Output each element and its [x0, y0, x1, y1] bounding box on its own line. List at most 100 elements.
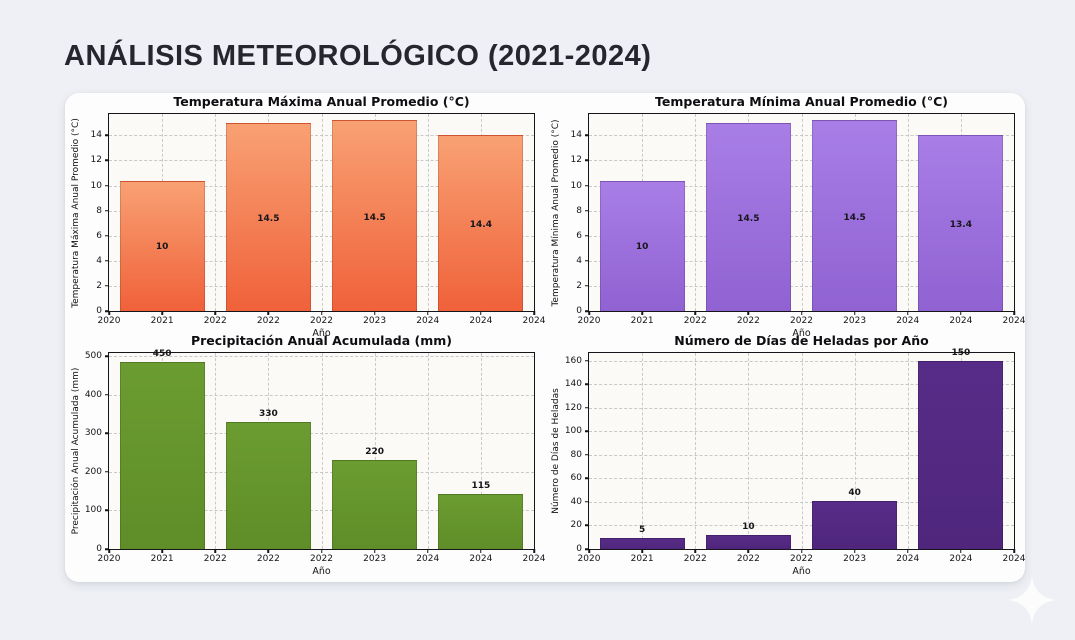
y-tick-label: 400 [84, 389, 102, 400]
y-tick-label: 2 [96, 280, 102, 291]
y-tick-label: 500 [84, 351, 102, 362]
x-tick-label: 2021 [150, 554, 174, 564]
gridline-vertical [215, 353, 217, 549]
y-tick-label: 10 [570, 180, 582, 191]
x-tick-mark [800, 549, 803, 553]
gridline-vertical [321, 353, 323, 549]
y-tick-label: 160 [564, 355, 582, 366]
x-tick-label: 2024 [896, 316, 920, 326]
bar [332, 459, 418, 549]
y-tick-label: 200 [84, 466, 102, 477]
x-tick-label: 2022 [736, 316, 760, 326]
y-tick-label: 120 [564, 402, 582, 413]
x-tick-mark [320, 549, 323, 553]
x-tick-label: 2024 [416, 554, 440, 564]
x-tick-mark [480, 311, 482, 315]
x-tick-label: 2022 [203, 554, 227, 564]
y-tick-label: 100 [84, 505, 102, 516]
y-tick-mark [585, 477, 589, 480]
x-tick-mark [641, 311, 643, 315]
x-tick-mark [960, 549, 962, 553]
x-tick-label: 2022 [310, 316, 333, 326]
y-tick-mark [105, 355, 109, 357]
x-tick-label: 2024 [1002, 316, 1026, 326]
y-tick-mark [585, 159, 589, 162]
x-axis-label: Año [312, 566, 331, 577]
x-tick-mark [588, 549, 590, 553]
x-tick-mark [267, 311, 270, 315]
gridline-vertical [427, 353, 429, 549]
y-tick-label: 0 [576, 306, 582, 316]
y-tick-label: 8 [576, 205, 582, 216]
gridline-vertical [374, 353, 376, 549]
y-tick-mark [105, 234, 109, 237]
bar [918, 135, 1004, 311]
bar [225, 421, 311, 549]
y-tick-label: 12 [90, 155, 102, 166]
x-tick-label: 2024 [1002, 554, 1026, 564]
y-tick-mark [585, 184, 589, 187]
gridline-vertical [480, 353, 482, 549]
y-tick-mark [105, 310, 109, 312]
y-tick-mark [585, 524, 589, 527]
y-tick-mark [585, 209, 589, 212]
y-tick-mark [585, 234, 589, 237]
y-tick-mark [585, 430, 589, 433]
x-tick-mark [480, 549, 482, 553]
y-tick-label: 4 [576, 255, 582, 266]
gridline-vertical [642, 353, 644, 549]
y-tick-label: 80 [570, 449, 582, 460]
y-tick-mark [585, 454, 589, 456]
y-tick-mark [585, 359, 589, 362]
y-tick-mark [585, 406, 589, 409]
x-tick-label: 2023 [363, 554, 387, 564]
y-tick-mark [585, 260, 589, 262]
chart-temperatura-minima: Temperatura Mínima Anual Promedio (°C) T… [551, 94, 1025, 339]
x-tick-label: 2024 [522, 316, 546, 326]
bar-value-label: 115 [471, 480, 491, 491]
chart-temperatura-maxima: Temperatura Máxima Anual Promedio (°C) T… [71, 94, 545, 339]
x-tick-label: 2022 [203, 316, 227, 326]
y-tick-mark [105, 159, 109, 162]
sparkle-icon [1008, 576, 1056, 624]
x-tick-mark [747, 549, 750, 553]
y-tick-label: 300 [84, 428, 102, 439]
y-tick-label: 60 [570, 473, 582, 484]
y-tick-label: 40 [570, 496, 582, 507]
gridline-vertical [801, 114, 803, 311]
chart-title: Precipitación Anual Acumulada (mm) [190, 333, 453, 348]
x-tick-mark [108, 549, 110, 553]
y-tick-mark [585, 310, 589, 312]
page-title: ANÁLISIS METEOROLÓGICO (2021-2024) [64, 40, 652, 72]
x-tick-mark [427, 311, 429, 315]
charts-panel: Temperatura Máxima Anual Promedio (°C) T… [65, 93, 1025, 582]
gridline-vertical [854, 353, 856, 549]
y-axis-label: Número de Días de Heladas [551, 388, 561, 514]
bar-value-label: 450 [152, 348, 172, 359]
x-tick-mark [747, 311, 750, 315]
y-tick-mark [585, 548, 589, 550]
chart-title: Número de Días de Heladas por Año [674, 333, 929, 348]
y-tick-mark [105, 432, 109, 434]
y-axis-label: Temperatura Máxima Anual Promedio (°C) [71, 117, 81, 308]
x-tick-label: 2023 [843, 316, 867, 326]
bar-value-label: 150 [951, 347, 971, 358]
bar-value-label: 14.5 [843, 212, 866, 223]
x-tick-label: 2024 [416, 316, 440, 326]
y-tick-mark [105, 184, 109, 187]
x-tick-mark [108, 311, 110, 315]
x-tick-label: 2024 [469, 554, 493, 564]
x-tick-mark [694, 549, 696, 553]
gridline-vertical [907, 353, 909, 549]
y-axis-label: Precipitación Anual Acumulada (mm) [71, 367, 81, 535]
bar-value-label: 14.5 [257, 213, 280, 224]
x-tick-label: 2023 [843, 554, 867, 564]
gridline-vertical [695, 353, 697, 549]
y-tick-mark [585, 134, 589, 137]
bar-value-label: 14.5 [737, 213, 760, 224]
x-tick-label: 2022 [790, 316, 813, 326]
x-tick-mark [641, 549, 643, 553]
y-tick-label: 10 [90, 180, 102, 191]
x-tick-mark [373, 549, 376, 553]
x-axis-label: Año [792, 328, 811, 339]
